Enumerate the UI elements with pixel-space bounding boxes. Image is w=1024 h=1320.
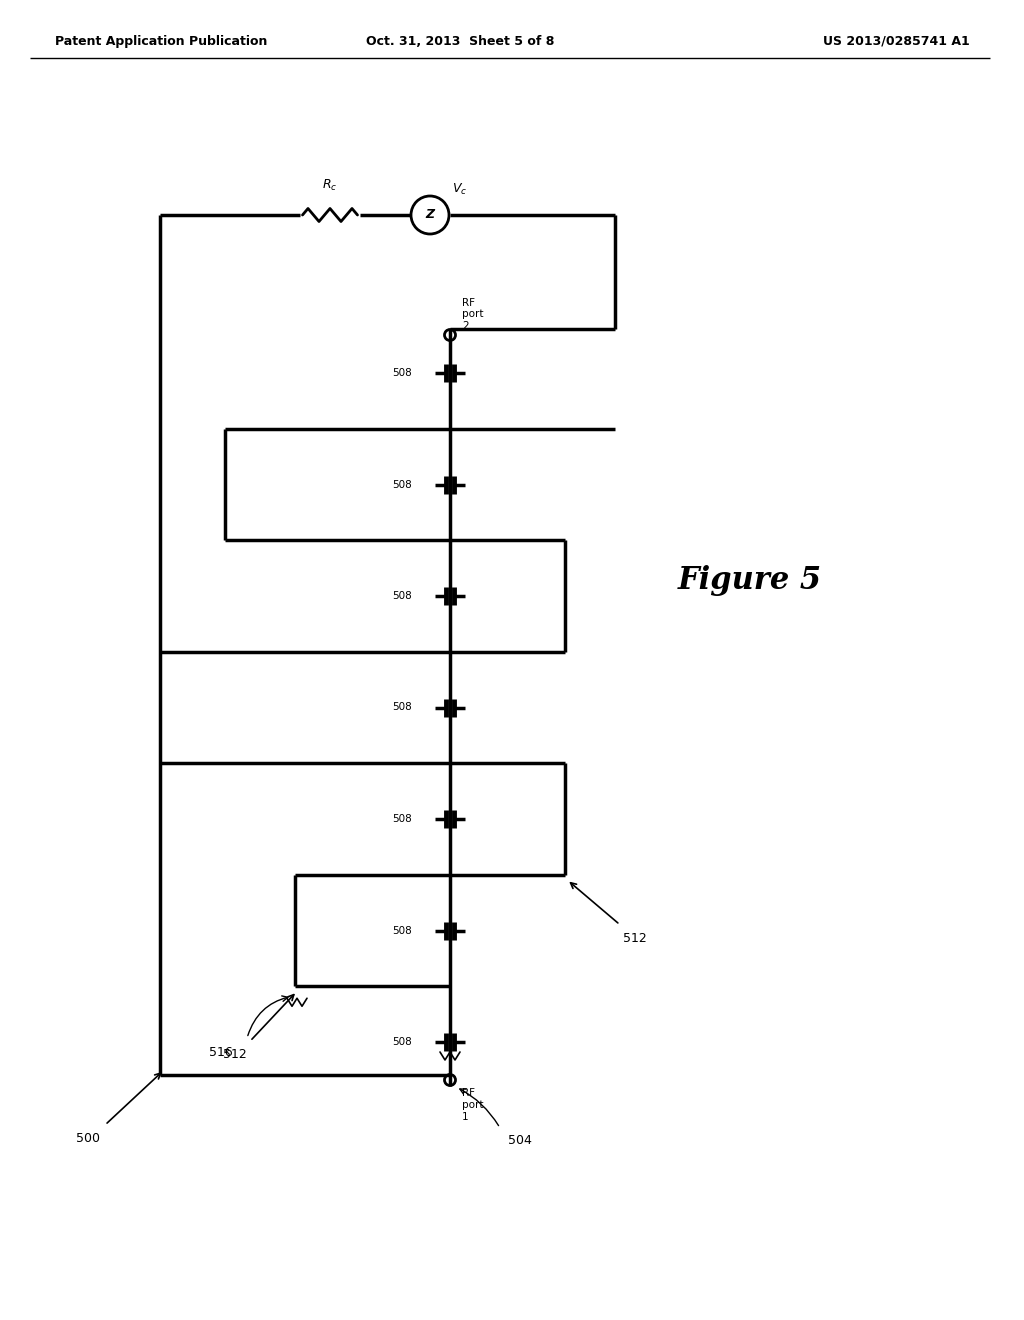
Text: $V_c$: $V_c$ [452,182,467,197]
Text: RF
port
1: RF port 1 [462,1089,483,1122]
Text: 508: 508 [392,814,412,824]
Text: 516: 516 [209,1047,233,1059]
Text: Figure 5: Figure 5 [678,565,822,595]
Text: 504: 504 [508,1134,531,1147]
Text: 512: 512 [624,932,647,945]
Text: 500: 500 [76,1133,100,1144]
Text: 508: 508 [392,702,412,713]
Text: 508: 508 [392,368,412,378]
Text: RF
port
2: RF port 2 [462,298,483,331]
Text: Z: Z [425,209,434,222]
Text: 508: 508 [392,479,412,490]
Text: 508: 508 [392,925,412,936]
Text: 512: 512 [223,1048,247,1061]
Text: US 2013/0285741 A1: US 2013/0285741 A1 [823,36,970,48]
Text: $R_c$: $R_c$ [323,178,338,193]
Text: 508: 508 [392,591,412,601]
Text: Oct. 31, 2013  Sheet 5 of 8: Oct. 31, 2013 Sheet 5 of 8 [366,36,554,48]
Text: 508: 508 [392,1038,412,1047]
Text: Patent Application Publication: Patent Application Publication [55,36,267,48]
